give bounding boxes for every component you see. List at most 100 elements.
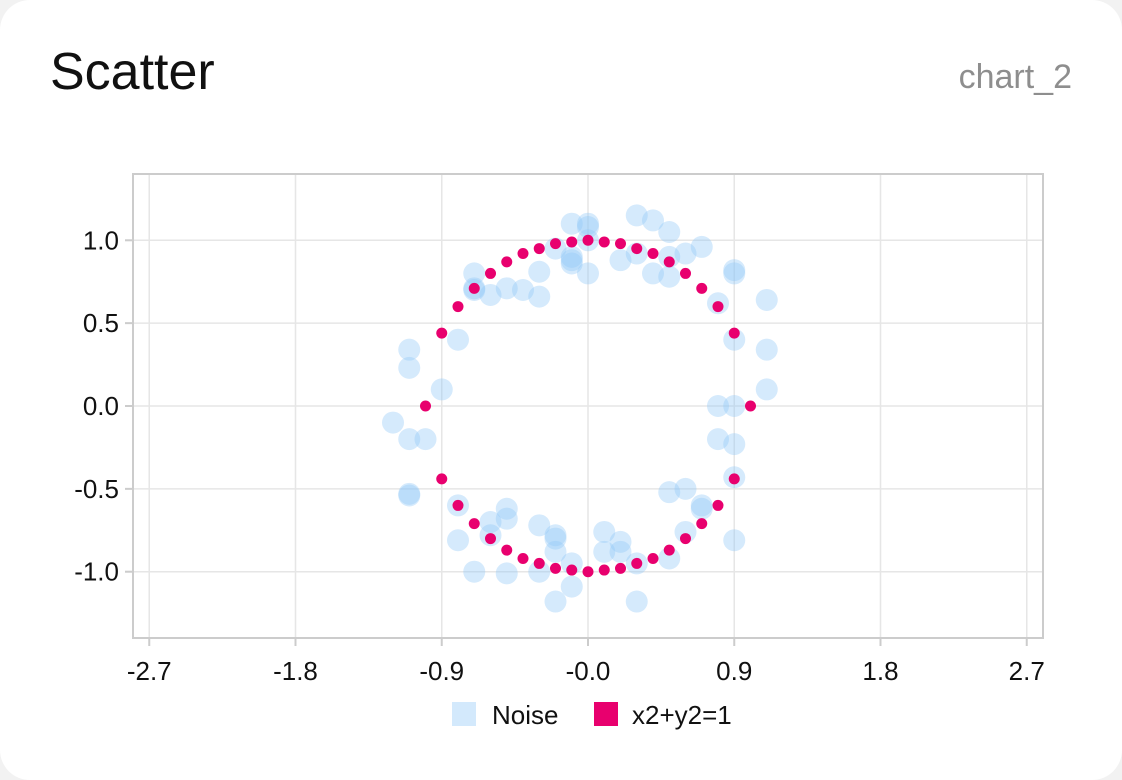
noise-point: [723, 395, 746, 417]
legend-swatch-noise: [452, 702, 476, 726]
y-tick-label: -0.5: [74, 474, 119, 504]
noise-point: [463, 262, 486, 285]
legend-label-circle: x2+y2=1: [632, 700, 732, 730]
x-tick-label: -1.8: [273, 656, 318, 686]
noise-point: [723, 328, 746, 351]
noise-point: [495, 277, 518, 300]
circle-point: [615, 238, 626, 250]
noise-point: [577, 212, 599, 235]
x-tick-label: -0.0: [566, 656, 611, 686]
noise-point: [723, 529, 746, 552]
noise-point: [658, 547, 681, 570]
noise-point: [642, 209, 664, 232]
noise-point: [398, 428, 421, 451]
noise-point: [560, 252, 583, 275]
chart-id-label: chart_2: [958, 58, 1072, 96]
noise-point: [398, 338, 421, 361]
circle-point: [615, 562, 626, 574]
noise-point: [495, 507, 518, 530]
noise-point: [528, 260, 551, 283]
noise-point: [560, 212, 583, 235]
noise-point: [658, 481, 681, 504]
circle-point: [436, 327, 448, 339]
noise-point: [609, 540, 632, 563]
noise-point: [544, 590, 567, 613]
circle-point: [647, 552, 659, 564]
circle-point: [647, 248, 659, 260]
noise-point: [528, 285, 551, 308]
noise-point: [528, 560, 551, 583]
noise-point: [560, 245, 583, 268]
circle-point: [550, 238, 561, 250]
circle-point: [550, 562, 561, 574]
circle-point: [582, 566, 594, 578]
x-tick-label: 1.8: [862, 656, 898, 686]
x-tick-label: 2.7: [1009, 656, 1045, 686]
circle-point: [680, 533, 691, 545]
circle-point: [501, 256, 513, 268]
circle-point: [712, 301, 724, 313]
noise-point: [723, 433, 746, 456]
circle-point: [485, 267, 496, 279]
circle-point: [582, 234, 594, 246]
y-tick-label: 1.0: [83, 225, 119, 255]
noise-point: [625, 590, 648, 613]
series-points: [382, 204, 778, 613]
y-tick-label: 0.0: [83, 391, 119, 421]
circle-point: [517, 552, 529, 564]
noise-point: [609, 249, 632, 272]
noise-point: [479, 511, 502, 533]
noise-point: [447, 529, 469, 552]
circle-point: [680, 267, 691, 279]
noise-point: [447, 328, 469, 351]
noise-point: [690, 497, 713, 520]
circle-point: [696, 518, 708, 530]
circle-point: [728, 327, 740, 339]
y-tick-label: 0.5: [83, 308, 119, 338]
noise-point: [577, 216, 599, 239]
circle-point: [663, 544, 675, 556]
circle-point: [420, 400, 431, 412]
noise-point: [625, 204, 648, 227]
noise-point: [528, 514, 551, 537]
circle-point: [468, 282, 480, 294]
circle-point: [728, 473, 740, 485]
noise-point: [723, 262, 746, 285]
noise-point: [398, 482, 421, 505]
noise-point: [382, 411, 404, 434]
circle-point: [631, 557, 643, 569]
x-tick-label: -2.7: [127, 656, 172, 686]
noise-point: [755, 378, 778, 401]
legend-swatch-circle: [594, 702, 618, 726]
noise-point: [479, 283, 502, 306]
circle-point: [598, 236, 610, 248]
noise-point: [560, 552, 583, 575]
noise-point: [495, 562, 518, 585]
noise-point: [398, 356, 421, 379]
noise-point: [463, 560, 486, 583]
x-tick-label: 0.9: [716, 656, 752, 686]
noise-point: [707, 428, 729, 451]
noise-point: [755, 288, 778, 311]
circle-point: [745, 400, 756, 412]
noise-point: [674, 520, 697, 543]
noise-point: [593, 540, 616, 563]
noise-point: [723, 259, 746, 282]
noise-point: [674, 477, 697, 500]
circle-point: [452, 301, 464, 313]
noise-point: [690, 235, 713, 258]
circle-point: [712, 499, 724, 511]
noise-point: [674, 242, 697, 265]
circle-point: [631, 243, 643, 255]
circle-point: [517, 248, 529, 260]
noise-point: [560, 249, 583, 272]
circle-point: [436, 473, 448, 485]
circle-point: [566, 236, 578, 248]
noise-point: [658, 265, 681, 288]
noise-point: [593, 520, 616, 543]
noise-point: [707, 395, 729, 417]
noise-point: [544, 527, 567, 550]
noise-point: [544, 524, 567, 547]
